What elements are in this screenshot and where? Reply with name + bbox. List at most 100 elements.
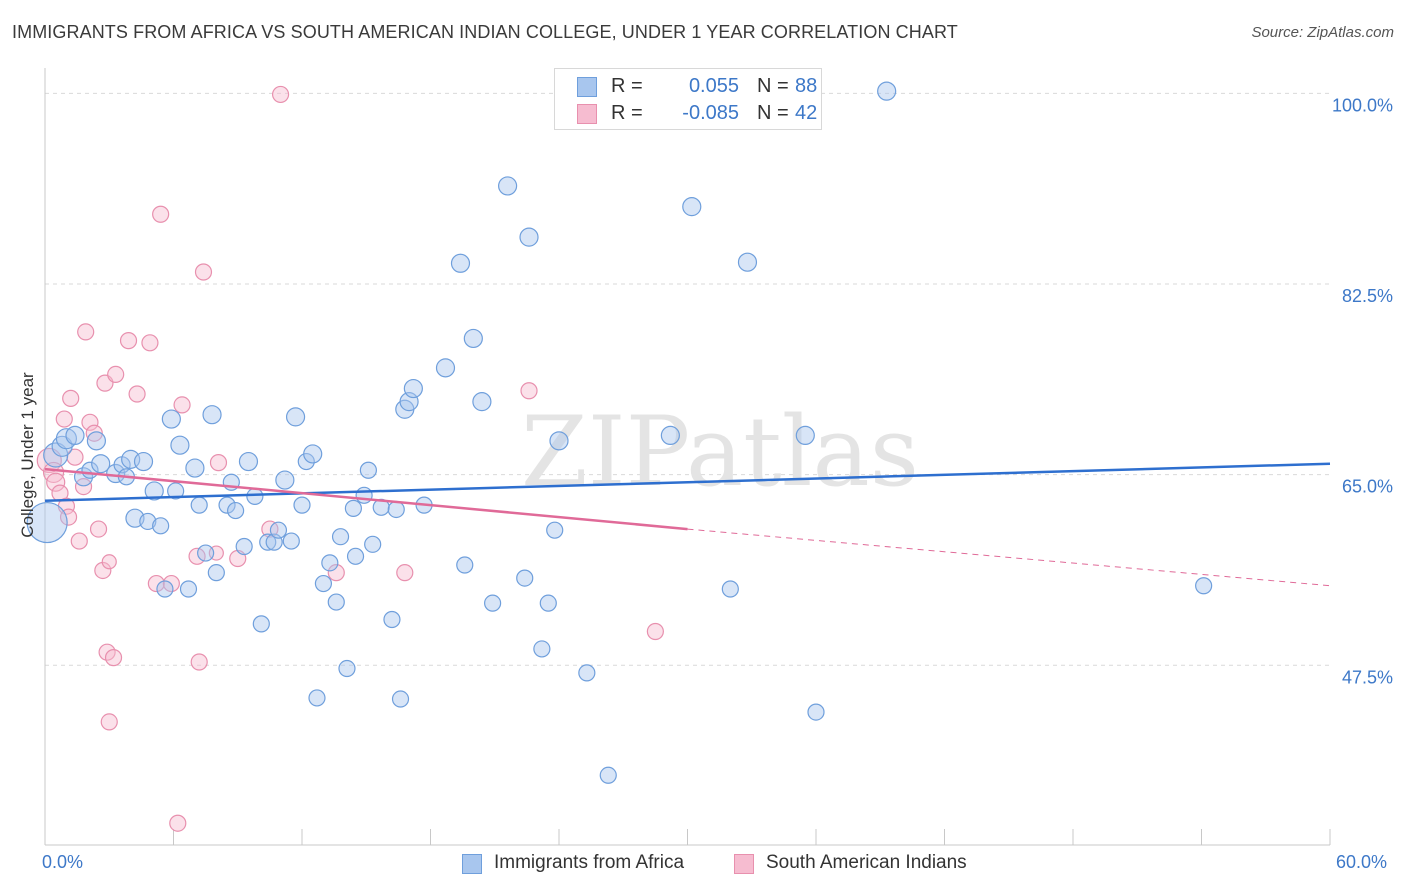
axes	[44, 68, 1331, 846]
trend-lines	[44, 462, 1331, 587]
blue-point	[338, 659, 356, 678]
blue-point	[246, 487, 264, 506]
y-tick-labels: 47.5% 65.0% 82.5% 100.0%	[1332, 95, 1393, 687]
blue-point	[346, 547, 365, 565]
pink-point	[173, 396, 191, 414]
pink-point	[89, 520, 108, 538]
n-label: N =	[757, 75, 789, 97]
blue-point	[293, 496, 311, 514]
blue-point	[539, 594, 557, 612]
blue-point	[235, 537, 253, 556]
blue-point	[185, 458, 205, 478]
pink-point	[194, 263, 213, 281]
blue-point	[285, 407, 306, 427]
x-tick-label-max: 60.0%	[1336, 852, 1388, 872]
grid	[45, 92, 1330, 666]
pink-point	[396, 564, 414, 582]
blue-point	[152, 517, 170, 535]
blue-point	[252, 615, 270, 633]
blue-point	[355, 486, 373, 504]
blue-point	[91, 454, 111, 474]
pink-point	[70, 532, 88, 550]
blue-point	[269, 521, 288, 539]
blue-point	[190, 496, 208, 514]
blue-point	[207, 564, 225, 582]
pink-point	[81, 413, 99, 431]
blue-point	[161, 409, 181, 429]
blue-point	[807, 703, 825, 721]
pink-point	[55, 410, 73, 428]
pink-point	[101, 554, 117, 570]
blue-point	[737, 252, 758, 272]
blue-point	[498, 176, 518, 196]
blue-point	[599, 766, 617, 784]
blue-point	[519, 227, 539, 247]
y-tick-label: 82.5%	[1342, 286, 1393, 306]
blue-point	[327, 593, 345, 611]
pink-point	[520, 382, 538, 400]
pink-point	[77, 323, 95, 341]
blue-point	[456, 556, 474, 574]
blue-point	[877, 81, 897, 101]
source-label: Source: ZipAtlas.com	[1251, 24, 1394, 41]
blue-point	[156, 580, 174, 598]
pink-point	[152, 205, 170, 223]
y-tick-label: 100.0%	[1332, 95, 1393, 115]
r-value: 0.055	[688, 75, 739, 97]
blue-point	[227, 501, 245, 520]
y-tick-label: 65.0%	[1342, 477, 1393, 497]
pink-point	[104, 649, 123, 667]
blue-point	[167, 482, 185, 500]
pink-point	[271, 85, 290, 104]
pink-point	[128, 385, 146, 403]
blue-point	[170, 435, 190, 455]
trend-line-pink	[44, 467, 688, 531]
blue-point	[331, 528, 350, 546]
pink-swatch	[734, 854, 754, 874]
blue-point	[391, 690, 410, 708]
pink-point	[74, 478, 93, 496]
blue-point	[297, 452, 315, 471]
blue-point	[282, 532, 300, 550]
pink-point	[119, 332, 138, 350]
pink-point	[169, 814, 187, 832]
blue-point	[549, 431, 569, 451]
pink-point	[46, 472, 66, 492]
pink-point	[147, 574, 165, 593]
blue-point	[202, 405, 222, 425]
blue-point	[1195, 577, 1213, 595]
r-value: -0.085	[682, 102, 739, 124]
y-tick-label: 47.5%	[1342, 667, 1393, 687]
blue-point	[387, 500, 405, 519]
blue-point	[314, 574, 333, 593]
pink-point	[327, 564, 345, 582]
y-axis-label: College, Under 1 year	[18, 372, 37, 538]
blue-point	[86, 431, 107, 451]
blue-point	[26, 501, 68, 544]
blue-point	[65, 425, 85, 445]
n-label: N =	[757, 102, 789, 124]
blue-point	[197, 544, 215, 562]
blue-point	[359, 461, 377, 479]
blue-point	[106, 463, 126, 484]
blue-point	[463, 328, 483, 349]
pink-point	[100, 713, 118, 731]
blue-point	[721, 580, 739, 598]
pink-point	[209, 454, 228, 472]
pink-point	[190, 653, 208, 671]
blue-point	[516, 569, 534, 587]
blue-points	[26, 81, 1213, 784]
chart-title: IMMIGRANTS FROM AFRICA VS SOUTH AMERICAN…	[12, 22, 958, 42]
blue-point	[308, 689, 326, 707]
pink-point	[646, 622, 664, 641]
blue-point	[546, 521, 564, 539]
blue-point	[218, 496, 236, 514]
pink-swatch	[577, 104, 597, 124]
blue-point	[238, 451, 259, 472]
blue-point	[344, 499, 362, 517]
watermark: ZIPatlas	[521, 396, 919, 508]
pink-point	[62, 389, 80, 407]
blue-point	[139, 512, 157, 531]
blue-point	[472, 392, 492, 412]
pink-point	[107, 365, 125, 383]
